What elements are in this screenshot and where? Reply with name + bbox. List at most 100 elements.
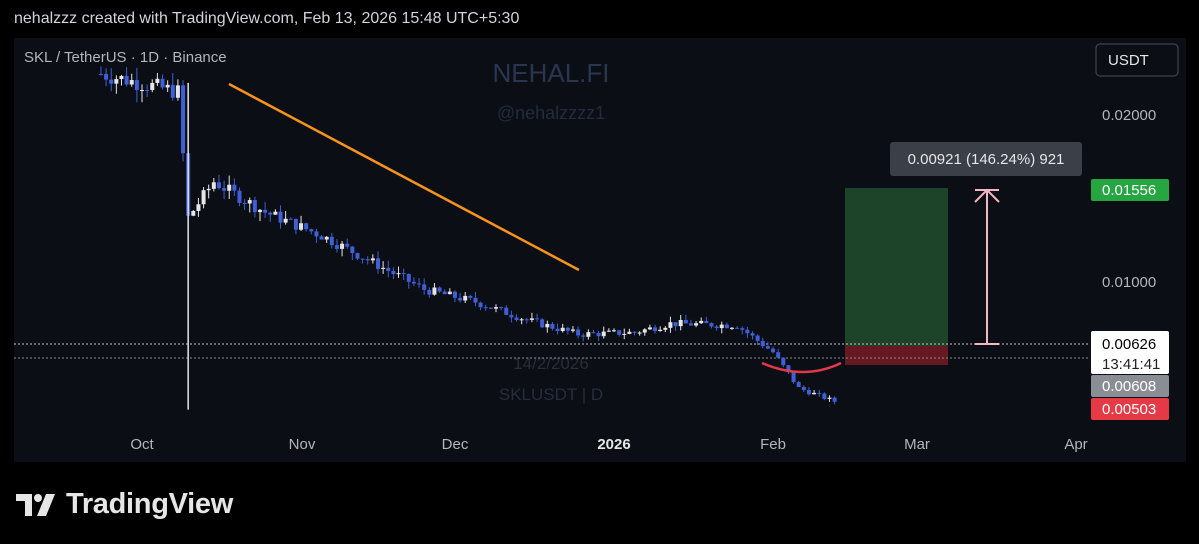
candle-body <box>247 200 252 204</box>
candle-body <box>514 317 519 321</box>
candle-body <box>216 182 221 189</box>
candle-body <box>812 392 817 395</box>
candle-body <box>119 75 124 80</box>
candle-body <box>129 80 134 85</box>
candle-body <box>473 297 478 303</box>
candle-body <box>145 90 150 92</box>
candlestick-chart[interactable]: NEHAL.FI @nehalzzzz1 14/2/2026 SKLUSDT |… <box>14 38 1186 462</box>
candle-body <box>386 267 391 271</box>
target-price-tag <box>1091 179 1169 201</box>
candle-body <box>258 209 262 213</box>
candle-body <box>576 329 581 336</box>
candle-body <box>545 323 550 328</box>
watermark-handle: @nehalzzzz1 <box>497 103 605 123</box>
candle-body <box>273 211 278 215</box>
entry-price-tag <box>1091 375 1169 397</box>
tradingview-logo-icon <box>16 493 55 516</box>
candle-body <box>376 258 380 269</box>
candle-body <box>160 78 165 88</box>
candle-body <box>222 188 227 191</box>
candle-body <box>529 318 534 320</box>
candle-body <box>227 184 232 191</box>
target-zone[interactable] <box>845 188 948 346</box>
candle-body <box>463 295 468 301</box>
symbol-info[interactable]: SKL / TetherUS · 1D · Binance <box>24 49 227 66</box>
candle-body <box>452 291 457 298</box>
candle-body <box>396 273 401 275</box>
candle-body <box>755 335 760 341</box>
candle-body <box>642 329 647 333</box>
candle-body <box>447 291 452 295</box>
measure-label: 0.00921 (146.24%) 921 <box>908 151 1065 168</box>
candles-group <box>98 66 837 410</box>
candle-body <box>806 390 811 395</box>
candle-body <box>196 204 201 211</box>
candle-body <box>155 78 160 83</box>
stop-price-text: 0.00503 <box>1102 401 1156 418</box>
descending-trendline[interactable] <box>228 82 580 272</box>
candle-body <box>632 331 637 333</box>
candle-body <box>170 84 175 98</box>
x-tick-dec: Dec <box>442 436 469 453</box>
candle-body <box>622 333 627 335</box>
candle-body <box>427 289 432 295</box>
candle-body <box>237 190 242 203</box>
candle-body <box>206 188 211 191</box>
candle-body <box>340 243 345 249</box>
candle-body <box>360 258 365 260</box>
candle-body <box>817 392 822 394</box>
candle-body <box>699 320 704 324</box>
candle-body <box>381 267 386 269</box>
x-tick-nov: Nov <box>289 436 316 453</box>
measure-arrow[interactable] <box>974 188 1000 345</box>
candle-body <box>765 346 770 349</box>
candle-body <box>637 332 642 334</box>
candle-body <box>745 329 750 334</box>
candle-body <box>627 331 632 334</box>
candle-body <box>827 397 832 399</box>
candle-body <box>565 327 570 331</box>
candle-body <box>494 307 498 309</box>
candle-body <box>442 291 447 295</box>
candle-body <box>560 327 565 332</box>
candle-body <box>411 281 416 284</box>
candle-body <box>612 330 616 332</box>
candle-body <box>165 84 170 88</box>
candle-body <box>252 200 257 213</box>
candle-body <box>683 319 688 324</box>
candle-body <box>324 236 329 240</box>
candle-body <box>796 382 801 387</box>
x-tick-mar: Mar <box>904 436 930 453</box>
x-tick-2026: 2026 <box>597 436 630 453</box>
watermark-date: 14/2/2026 <box>513 354 589 373</box>
currency-button[interactable] <box>1095 43 1179 77</box>
support-arc[interactable] <box>761 361 842 374</box>
candle-body <box>319 236 324 240</box>
candle-body <box>822 393 827 399</box>
candle-body <box>283 218 288 223</box>
candle-body <box>750 333 755 336</box>
last-price-tag <box>1091 331 1169 374</box>
chart-caption: nehalzzz created with TradingView.com, F… <box>14 10 520 27</box>
candle-body <box>468 295 473 298</box>
candle-body <box>288 218 293 220</box>
tradingview-logo[interactable]: TradingView <box>16 488 233 521</box>
candle-body <box>401 273 406 275</box>
stop-zone[interactable] <box>845 346 948 365</box>
candle-body <box>586 332 591 337</box>
chart-area[interactable]: NEHAL.FI @nehalzzzz1 14/2/2026 SKLUSDT |… <box>14 38 1186 462</box>
candle-body <box>314 231 319 237</box>
x-tick-apr: Apr <box>1064 436 1087 453</box>
candle-body <box>581 335 586 337</box>
candle-body <box>663 327 668 330</box>
candle-body <box>540 319 545 328</box>
candle-body <box>370 258 375 261</box>
candle-body <box>232 184 237 191</box>
candle-body <box>760 340 765 347</box>
y-tick-0.01000: 0.01000 <box>1102 274 1156 291</box>
candle-body <box>278 211 283 223</box>
candle-body <box>570 329 575 331</box>
candle-body <box>150 82 155 91</box>
candle-body <box>299 223 304 230</box>
candle-body <box>104 74 109 80</box>
